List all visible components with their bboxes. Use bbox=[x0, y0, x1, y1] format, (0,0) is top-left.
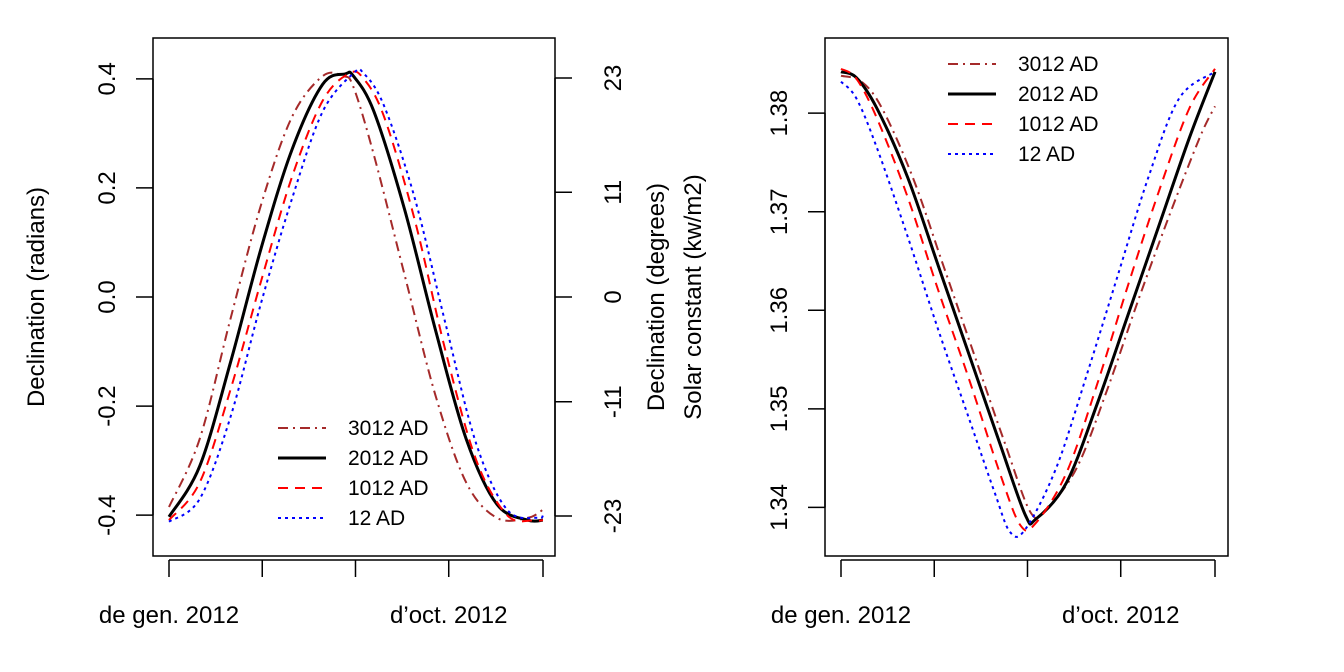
right-x-tick-label: de gen. 2012 bbox=[771, 602, 911, 629]
left-right-y-tick-label: 11 bbox=[600, 180, 627, 205]
left-y-axis: -0.4 -0.2 0.0 0.2 0.4 bbox=[94, 62, 154, 536]
left-right-y-tick-label: 0 bbox=[600, 290, 627, 303]
left-x-tick-label: d’oct. 2012 bbox=[390, 602, 507, 629]
right-legend: 3012 AD 2012 AD 1012 AD 12 AD bbox=[948, 53, 1099, 166]
left-legend: 3012 AD 2012 AD 1012 AD 12 AD bbox=[278, 417, 429, 530]
left-panel: de gen. 2012 d’oct. 2012 -0.4 -0.2 0.0 0.2 0.… bbox=[23, 37, 670, 629]
right-y-tick-label: 1.37 bbox=[766, 188, 793, 235]
left-legend-label-2: 1012 AD bbox=[348, 477, 429, 500]
left-y-tick-label: 0.2 bbox=[94, 171, 121, 204]
right-panel: de gen. 2012 d’oct. 2012 1.34 1.35 1.36 1.37… bbox=[680, 37, 1229, 629]
right-series-group bbox=[840, 67, 1217, 538]
left-series-line-0 bbox=[168, 71, 544, 522]
right-y-tick-label: 1.38 bbox=[766, 90, 793, 137]
left-right-y-tick-label: 23 bbox=[600, 65, 627, 92]
right-series-line-1 bbox=[840, 70, 1217, 526]
right-series-line-2 bbox=[840, 67, 1216, 532]
left-x-tick-label: de gen. 2012 bbox=[99, 602, 239, 629]
left-y-tick-label: 0.4 bbox=[94, 62, 121, 95]
right-y-axis-title: Solar constant (kw/m2) bbox=[680, 174, 707, 419]
right-legend-label-1: 2012 AD bbox=[1018, 83, 1099, 106]
right-series-line-3 bbox=[840, 70, 1216, 538]
left-right-y-tick-label: -11 bbox=[600, 385, 627, 418]
left-right-y-axis: -23 -11 0 11 23 bbox=[554, 65, 627, 534]
right-x-axis: de gen. 2012 d’oct. 2012 bbox=[771, 559, 1216, 629]
right-legend-label-0: 3012 AD bbox=[1018, 53, 1099, 76]
right-x-tick-label: d’oct. 2012 bbox=[1062, 602, 1179, 629]
right-legend-label-3: 12 AD bbox=[1018, 143, 1075, 166]
left-legend-label-1: 2012 AD bbox=[348, 447, 429, 470]
right-series-line-0 bbox=[840, 74, 1216, 520]
left-y-tick-label: -0.4 bbox=[94, 495, 121, 536]
left-right-y-axis-title: Declination (degrees) bbox=[643, 183, 670, 411]
right-y-axis: 1.34 1.35 1.36 1.37 1.38 bbox=[766, 90, 826, 531]
left-y-tick-label: -0.2 bbox=[94, 385, 121, 426]
left-legend-label-3: 12 AD bbox=[348, 507, 405, 530]
left-x-axis: de gen. 2012 d’oct. 2012 bbox=[99, 559, 544, 629]
right-legend-label-2: 1012 AD bbox=[1018, 113, 1099, 136]
left-series-line-1 bbox=[167, 70, 544, 523]
right-y-tick-label: 1.36 bbox=[766, 287, 793, 334]
left-y-tick-label: 0.0 bbox=[94, 280, 121, 313]
left-legend-label-0: 3012 AD bbox=[348, 417, 429, 440]
left-y-axis-title: Declination (radians) bbox=[23, 187, 50, 407]
left-series-group bbox=[167, 67, 544, 523]
left-right-y-tick-label: -23 bbox=[600, 499, 627, 534]
right-y-tick-label: 1.35 bbox=[766, 386, 793, 433]
right-y-tick-label: 1.34 bbox=[766, 484, 793, 531]
